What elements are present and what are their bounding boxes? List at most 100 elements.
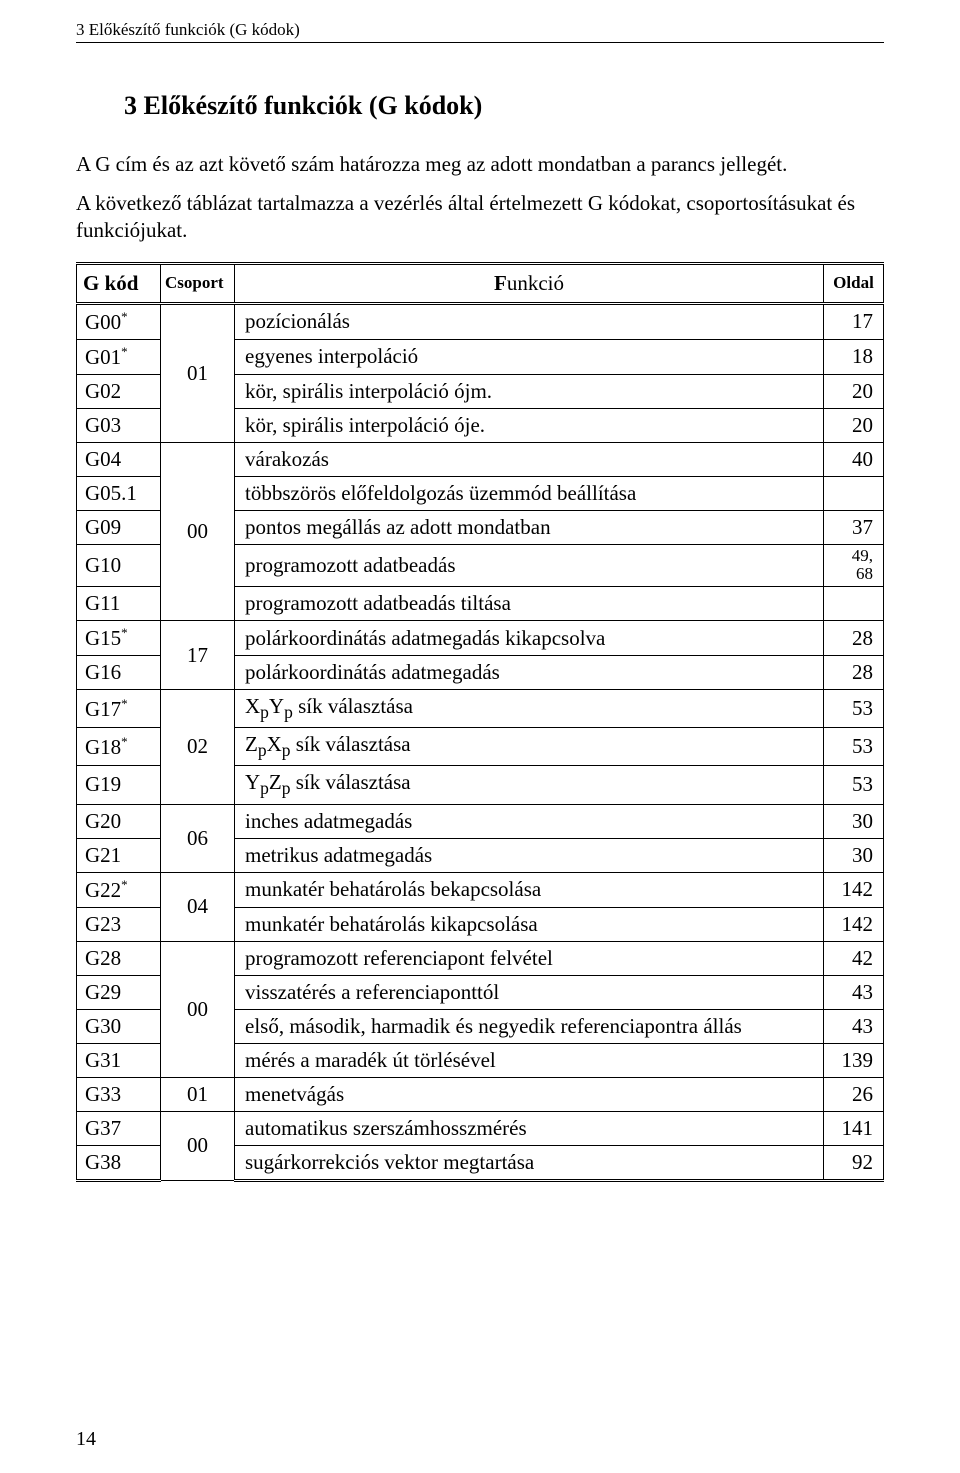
cell-page: 26 [824, 1077, 884, 1111]
cell-group: 17 [161, 621, 235, 690]
cell-page: 30 [824, 804, 884, 838]
cell-page: 92 [824, 1145, 884, 1180]
cell-page: 30 [824, 838, 884, 872]
cell-func: menetvágás [235, 1077, 824, 1111]
cell-group: 00 [161, 941, 235, 1077]
section-heading: 3 Előkészítő funkciók (G kódok) [124, 91, 884, 121]
table-header-row: G kód Csoport Funkció Oldal [77, 263, 884, 303]
cell-page: 37 [824, 510, 884, 544]
cell-page [824, 587, 884, 621]
cell-func: várakozás [235, 442, 824, 476]
cell-func: XpYp sík választása [235, 690, 824, 728]
cell-page: 28 [824, 621, 884, 656]
col-header-page: Oldal [824, 263, 884, 303]
cell-gcode: G02 [77, 374, 161, 408]
cell-page: 141 [824, 1111, 884, 1145]
cell-gcode: G30 [77, 1009, 161, 1043]
cell-page: 142 [824, 907, 884, 941]
cell-group: 04 [161, 872, 235, 941]
cell-gcode: G33 [77, 1077, 161, 1111]
cell-gcode: G05.1 [77, 476, 161, 510]
table-row: G15* 17 polárkoordinátás adatmegadás kik… [77, 621, 884, 656]
cell-page: 53 [824, 728, 884, 766]
cell-page: 139 [824, 1043, 884, 1077]
cell-page: 53 [824, 766, 884, 804]
cell-page: 40 [824, 442, 884, 476]
cell-gcode: G19 [77, 766, 161, 804]
cell-gcode: G38 [77, 1145, 161, 1180]
cell-gcode: G11 [77, 587, 161, 621]
cell-group: 00 [161, 442, 235, 620]
col-header-func: Funkció [235, 263, 824, 303]
cell-group: 00 [161, 1111, 235, 1180]
cell-func: munkatér behatárolás kikapcsolása [235, 907, 824, 941]
cell-gcode: G31 [77, 1043, 161, 1077]
cell-page: 49,68 [824, 544, 884, 586]
cell-func: többszörös előfeldolgozás üzemmód beállí… [235, 476, 824, 510]
cell-gcode: G03 [77, 408, 161, 442]
cell-func: pozícionálás [235, 303, 824, 339]
cell-page: 18 [824, 339, 884, 374]
cell-gcode: G23 [77, 907, 161, 941]
cell-page: 53 [824, 690, 884, 728]
cell-page: 42 [824, 941, 884, 975]
cell-func: munkatér behatárolás bekapcsolása [235, 872, 824, 907]
cell-func: ZpXp sík választása [235, 728, 824, 766]
cell-group: 01 [161, 303, 235, 442]
cell-gcode: G01* [77, 339, 161, 374]
cell-gcode: G21 [77, 838, 161, 872]
col-header-gcode: G kód [77, 263, 161, 303]
cell-gcode: G00* [77, 303, 161, 339]
cell-func: inches adatmegadás [235, 804, 824, 838]
table-row: G04 00 várakozás 40 [77, 442, 884, 476]
intro-paragraph-2: A következő táblázat tartalmazza a vezér… [76, 190, 884, 244]
col-header-page-rest: ldal [846, 273, 873, 292]
table-row: G22* 04 munkatér behatárolás bekapcsolás… [77, 872, 884, 907]
table-row: G33 01 menetvágás 26 [77, 1077, 884, 1111]
table-row: G00* 01 pozícionálás 17 [77, 303, 884, 339]
cell-page: 20 [824, 374, 884, 408]
cell-page: 20 [824, 408, 884, 442]
cell-func: sugárkorrekciós vektor megtartása [235, 1145, 824, 1180]
cell-page: 17 [824, 303, 884, 339]
cell-func: polárkoordinátás adatmegadás [235, 656, 824, 690]
cell-func: visszatérés a referenciaponttól [235, 975, 824, 1009]
cell-func: első, második, harmadik és negyedik refe… [235, 1009, 824, 1043]
cell-func: programozott adatbeadás tiltása [235, 587, 824, 621]
cell-page: 43 [824, 1009, 884, 1043]
cell-gcode: G10 [77, 544, 161, 586]
table-row: G37 00 automatikus szerszámhosszmérés 14… [77, 1111, 884, 1145]
cell-page [824, 476, 884, 510]
cell-group: 02 [161, 690, 235, 805]
col-header-func-rest: unkció [507, 271, 564, 295]
cell-group: 01 [161, 1077, 235, 1111]
cell-func: programozott referenciapont felvétel [235, 941, 824, 975]
col-header-group: Csoport [161, 263, 235, 303]
cell-gcode: G29 [77, 975, 161, 1009]
cell-gcode: G17* [77, 690, 161, 728]
cell-gcode: G18* [77, 728, 161, 766]
cell-func: egyenes interpoláció [235, 339, 824, 374]
cell-func: pontos megállás az adott mondatban [235, 510, 824, 544]
cell-gcode: G15* [77, 621, 161, 656]
col-header-func-initial: F [494, 271, 507, 295]
cell-page: 142 [824, 872, 884, 907]
cell-gcode: G16 [77, 656, 161, 690]
page-number: 14 [76, 1428, 96, 1451]
cell-group: 06 [161, 804, 235, 872]
cell-func: automatikus szerszámhosszmérés [235, 1111, 824, 1145]
cell-gcode: G22* [77, 872, 161, 907]
gcode-table: G kód Csoport Funkció Oldal G00* 01 pozí… [76, 262, 884, 1182]
table-row: G17* 02 XpYp sík választása 53 [77, 690, 884, 728]
cell-func: metrikus adatmegadás [235, 838, 824, 872]
cell-func: programozott adatbeadás [235, 544, 824, 586]
cell-page: 28 [824, 656, 884, 690]
cell-func: kör, spirális interpoláció ójm. [235, 374, 824, 408]
cell-gcode: G28 [77, 941, 161, 975]
cell-gcode: G20 [77, 804, 161, 838]
table-row: G28 00 programozott referenciapont felvé… [77, 941, 884, 975]
cell-gcode: G37 [77, 1111, 161, 1145]
cell-func: mérés a maradék út törlésével [235, 1043, 824, 1077]
intro-paragraph-1: A G cím és az azt követő szám határozza … [76, 151, 884, 178]
cell-gcode: G04 [77, 442, 161, 476]
